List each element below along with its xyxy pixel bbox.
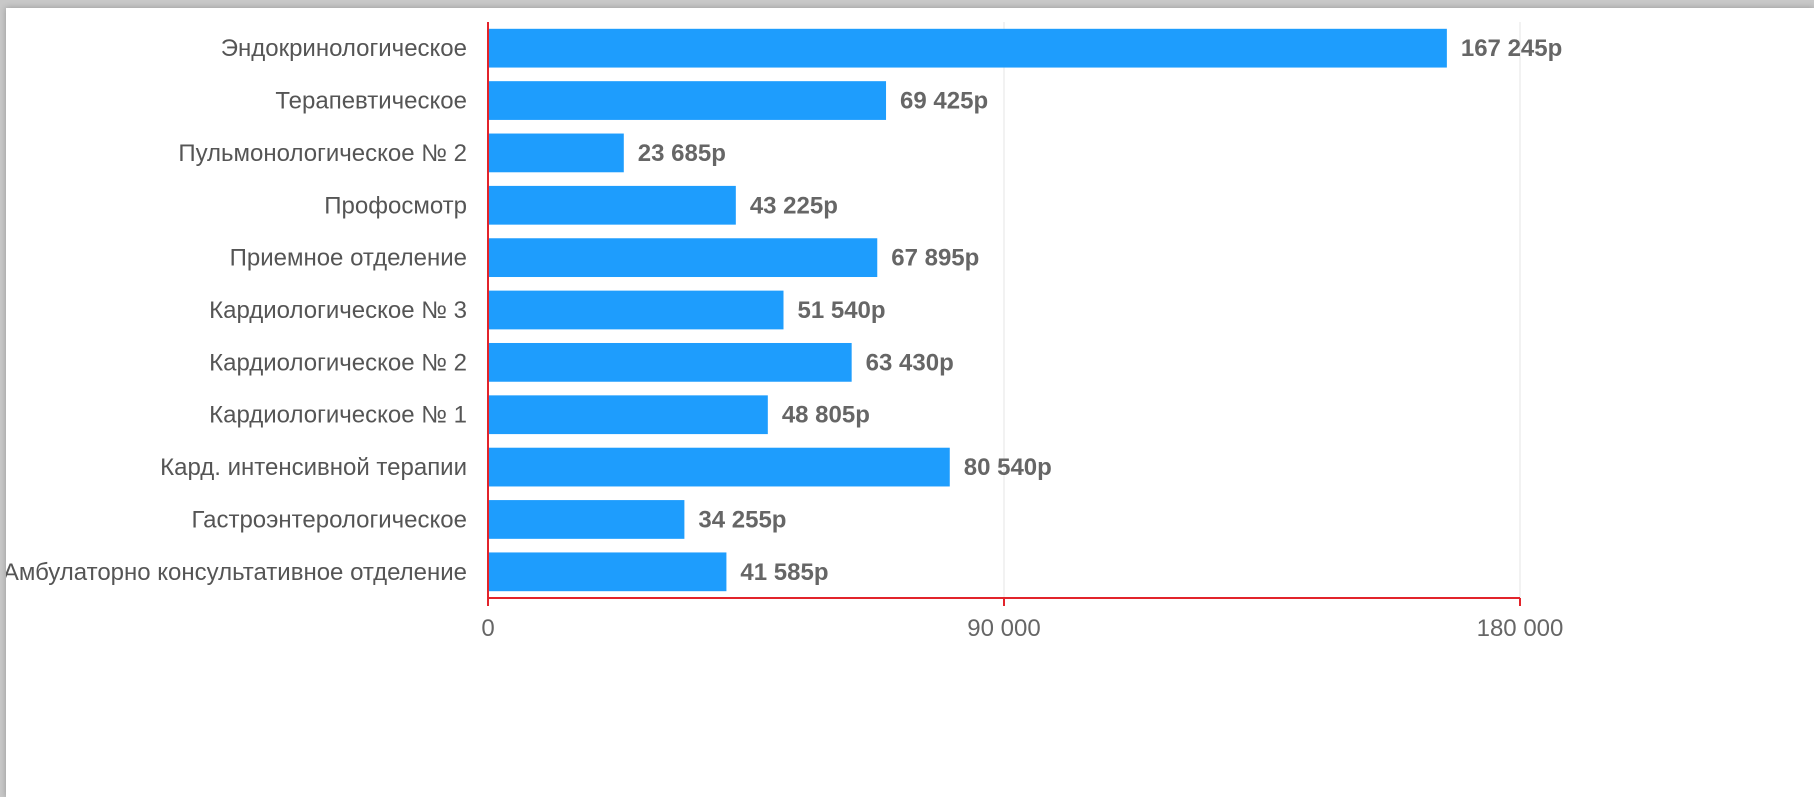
bar-9	[488, 500, 685, 539]
category-label-7: Кардиологическое № 1	[209, 402, 467, 429]
bar-6	[488, 342, 852, 382]
category-label-5: Кардиологическое № 3	[209, 297, 467, 324]
bar-7	[488, 395, 768, 435]
bar-0	[488, 28, 1447, 68]
chart-frame: Эндокринологическое 167 245р Терапевтическ…	[6, 8, 1814, 797]
bar-2	[488, 133, 624, 173]
value-label-8: 80 540р	[964, 454, 1052, 481]
value-label-7: 48 805р	[782, 402, 870, 429]
bar-3	[488, 185, 736, 225]
value-label-10: 41 585р	[740, 559, 828, 586]
value-label-6: 63 430р	[866, 349, 954, 376]
value-label-5: 51 540р	[797, 297, 885, 324]
category-label-2: Пульмонологическое № 2	[178, 140, 467, 167]
bar-10	[488, 552, 727, 592]
bar-layer	[488, 28, 1447, 592]
axis-layer	[487, 22, 1521, 606]
bar-8	[488, 447, 950, 487]
x-tick-label-2: 180 000	[1477, 615, 1564, 642]
category-label-4: Приемное отделение	[230, 245, 467, 272]
bar-5	[488, 290, 784, 330]
x-tick-label-0: 0	[481, 615, 494, 642]
value-label-9: 34 255р	[698, 506, 786, 533]
category-label-8: Кард. интенсивной терапии	[160, 454, 467, 481]
category-label-6: Кардиологическое № 2	[209, 349, 467, 376]
category-label-0: Эндокринологическое	[221, 35, 467, 62]
bar-chart: Эндокринологическое 167 245р Терапевтическ…	[6, 22, 1563, 642]
value-label-2: 23 685р	[638, 140, 726, 167]
label-layer: Эндокринологическое 167 245р Терапевтическ…	[6, 35, 1563, 642]
category-label-3: Профосмотр	[324, 192, 467, 219]
value-label-1: 69 425р	[900, 88, 988, 115]
bar-4	[488, 238, 878, 278]
value-label-0: 167 245р	[1461, 35, 1562, 62]
category-label-10: Амбулаторно консультативное отделение	[6, 559, 467, 586]
x-tick-label-1: 90 000	[967, 615, 1040, 642]
bar-1	[488, 81, 887, 120]
value-label-4: 67 895р	[891, 245, 979, 272]
category-label-1: Терапевтическое	[275, 88, 467, 115]
value-label-3: 43 225р	[750, 192, 838, 219]
category-label-9: Гастроэнтерологическое	[191, 506, 467, 533]
grid-layer	[1003, 22, 1521, 598]
